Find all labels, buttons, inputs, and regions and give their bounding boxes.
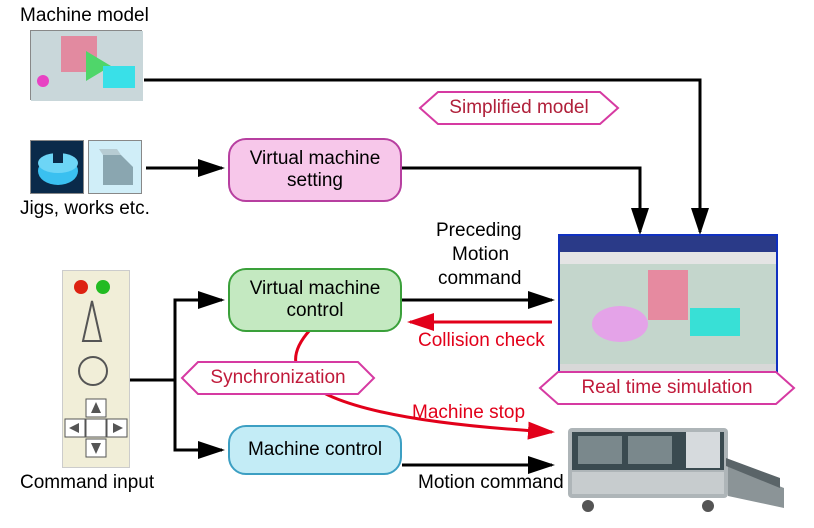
rts-hex: Real time simulation bbox=[558, 372, 776, 404]
jigs-label: Jigs, works etc. bbox=[20, 198, 150, 220]
command-input-label: Command input bbox=[20, 472, 154, 494]
motion-label: Motion bbox=[452, 244, 509, 266]
vm-control-box: Virtual machine control bbox=[228, 268, 402, 332]
simulation-thumb bbox=[558, 234, 778, 382]
vm-setting-box: Virtual machine setting bbox=[228, 138, 402, 202]
simplified-hex: Simplified model bbox=[438, 92, 600, 124]
vm-setting-text: Virtual machine setting bbox=[250, 148, 381, 192]
collision-check-label: Collision check bbox=[418, 330, 545, 352]
preceding-label: Preceding bbox=[436, 220, 522, 242]
simplified-text: Simplified model bbox=[449, 97, 588, 119]
vm-control-text: Virtual machine control bbox=[250, 278, 381, 322]
command-input-panel bbox=[62, 270, 130, 468]
jig-thumb-1 bbox=[30, 140, 84, 194]
machine-model-thumb bbox=[30, 30, 142, 100]
machine-model-label: Machine model bbox=[20, 5, 149, 27]
machine-control-box: Machine control bbox=[228, 425, 402, 475]
command-label: command bbox=[438, 268, 521, 290]
machine-stop-label: Machine stop bbox=[412, 402, 525, 424]
machine-image bbox=[558, 408, 794, 518]
sync-hex: Synchronization bbox=[198, 362, 358, 394]
rts-text: Real time simulation bbox=[581, 377, 752, 399]
jig-thumb-2 bbox=[88, 140, 142, 194]
motion-command-label: Motion command bbox=[418, 472, 564, 494]
machine-control-text: Machine control bbox=[248, 439, 382, 461]
sync-text: Synchronization bbox=[210, 367, 345, 389]
